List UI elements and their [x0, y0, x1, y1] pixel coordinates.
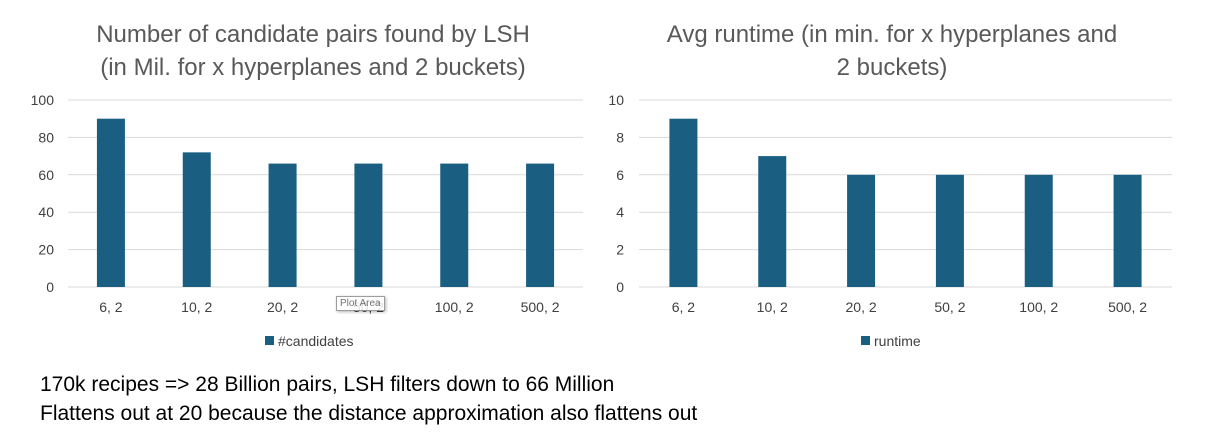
runtime-y-tick-label: 8: [616, 129, 624, 145]
candidates-x-tick-label: 100, 2: [435, 299, 474, 315]
runtime-bar[interactable]: [758, 156, 787, 287]
runtime-bar[interactable]: [847, 174, 876, 287]
candidates-y-tick-label: 20: [38, 242, 54, 258]
candidates-bar[interactable]: [440, 163, 469, 287]
candidates-bar[interactable]: [354, 163, 383, 287]
runtime-chart-svg: Avg runtime (in min. for x hyperplanes a…: [608, 21, 1172, 349]
candidates-y-tick-label: 100: [31, 92, 55, 108]
runtime-x-tick-label: 50, 2: [934, 299, 965, 315]
note-line-1: 170k recipes => 28 Billion pairs, LSH fi…: [40, 373, 615, 396]
candidates-bar[interactable]: [182, 152, 211, 287]
runtime-x-tick-label: 500, 2: [1108, 299, 1147, 315]
candidates-bar[interactable]: [96, 118, 125, 287]
runtime-bar[interactable]: [1024, 174, 1053, 287]
runtime-y-tick-label: 0: [616, 279, 624, 295]
runtime-bar[interactable]: [935, 174, 964, 287]
candidates-bar[interactable]: [526, 163, 555, 287]
runtime-x-tick-label: 10, 2: [757, 299, 788, 315]
runtime-x-tick-label: 20, 2: [846, 299, 877, 315]
candidates-y-tick-label: 60: [38, 167, 54, 183]
candidates-x-tick-label: 10, 2: [181, 299, 212, 315]
candidates-chart-title-line-1: Number of candidate pairs found by LSH: [96, 21, 530, 48]
runtime-chart-title-line-1: Avg runtime (in min. for x hyperplanes a…: [667, 21, 1117, 48]
runtime-x-tick-label: 100, 2: [1019, 299, 1058, 315]
candidates-legend-swatch: [265, 336, 274, 345]
runtime-chart[interactable]: Avg runtime (in min. for x hyperplanes a…: [600, 0, 1219, 365]
note-line-2: Flattens out at 20 because the distance …: [40, 402, 698, 425]
runtime-y-tick-label: 4: [616, 204, 624, 220]
runtime-legend-swatch: [861, 336, 870, 345]
candidates-y-tick-label: 40: [38, 204, 54, 220]
runtime-chart-title-line-2: 2 buckets): [837, 54, 948, 81]
runtime-y-tick-label: 2: [616, 242, 624, 258]
candidates-y-tick-label: 0: [46, 279, 54, 295]
plot-area-tooltip: Plot Area: [336, 296, 385, 311]
candidate-pairs-chart[interactable]: Number of candidate pairs found by LSH (i…: [0, 0, 600, 365]
runtime-x-tick-label: 6, 2: [672, 299, 696, 315]
candidates-y-tick-label: 80: [38, 129, 54, 145]
runtime-y-tick-label: 10: [608, 92, 624, 108]
candidates-chart-title-line-2: (in Mil. for x hyperplanes and 2 buckets…: [100, 54, 526, 81]
runtime-y-tick-label: 6: [616, 167, 624, 183]
candidates-bar[interactable]: [268, 163, 297, 287]
candidates-x-tick-label: 500, 2: [521, 299, 560, 315]
candidates-legend-label: #candidates: [278, 333, 354, 349]
candidates-x-tick-label: 20, 2: [267, 299, 298, 315]
candidate-pairs-chart-svg: Number of candidate pairs found by LSH (i…: [31, 21, 583, 349]
candidates-x-tick-label: 6, 2: [99, 299, 123, 315]
runtime-legend-label: runtime: [874, 333, 921, 349]
notes-text-block: 170k recipes => 28 Billion pairs, LSH fi…: [40, 370, 697, 428]
runtime-bar[interactable]: [669, 118, 698, 287]
runtime-bar[interactable]: [1113, 174, 1142, 287]
